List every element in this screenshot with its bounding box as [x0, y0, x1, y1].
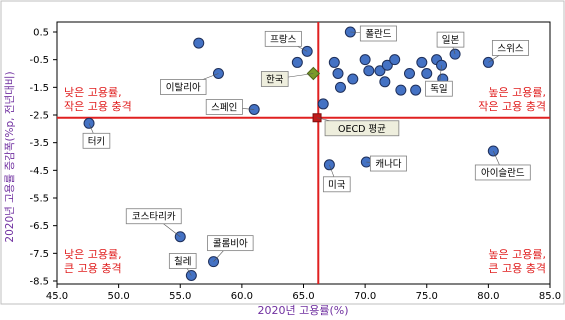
quadrant-label-bottom-left: 낮은 고용률, 큰 고용 충격	[64, 248, 122, 275]
data-point	[403, 68, 415, 79]
point-label: 일본	[442, 35, 460, 46]
data-point	[363, 65, 375, 77]
data-point	[347, 73, 359, 85]
y-axis-title: 2020년 고용률 증감폭(%p, 전년대비)	[4, 71, 16, 242]
callout-box	[322, 176, 351, 193]
x-tick-label: 80.0	[477, 291, 499, 302]
y-tick-label: -3.5	[29, 138, 49, 149]
y-tick-label: -4.5	[29, 166, 49, 177]
data-point	[334, 81, 346, 93]
y-tick-label: 0.5	[33, 28, 49, 39]
callout-box	[82, 132, 111, 149]
callout-box	[436, 31, 465, 48]
x-tick-label: 55.0	[169, 291, 191, 302]
data-point	[317, 98, 329, 110]
callout-box	[369, 155, 407, 172]
data-point	[328, 56, 340, 68]
point-label: 칠레	[174, 256, 191, 267]
point-label: 터키	[88, 136, 105, 147]
y-tick-label: -5.5	[29, 194, 49, 205]
highlight-label: OECD 평균	[338, 124, 386, 135]
x-tick-label: 70.0	[354, 291, 376, 302]
data-point	[395, 84, 407, 96]
point-label: 캐나다	[375, 159, 401, 170]
callout-box	[491, 40, 529, 56]
x-tick-label: 45.0	[46, 291, 68, 302]
callout-box	[160, 79, 207, 95]
y-tick-label: -0.5	[29, 55, 49, 66]
quadrant-label-top-right: 높은 고용률, 작은 고용 충격	[478, 86, 546, 113]
x-axis-title: 2020년 고용률(%)	[257, 304, 348, 317]
data-point	[193, 37, 205, 49]
data-point	[379, 76, 391, 88]
point-label: 프랑스	[270, 33, 296, 45]
y-tick-label: -8.5	[29, 277, 49, 288]
callout-box	[260, 71, 289, 87]
x-tick-label: 50.0	[107, 291, 129, 302]
x-tick-label: 85.0	[539, 291, 561, 302]
data-point	[389, 54, 401, 66]
point-label: 미국	[328, 180, 346, 191]
point-label: 스위스	[497, 42, 523, 54]
point-label: 이탈리아	[166, 82, 201, 94]
point-label: 폴란드	[365, 28, 391, 40]
x-tick-label: 60.0	[231, 291, 253, 302]
callout-box	[264, 30, 302, 47]
point-label: 독일	[430, 84, 447, 95]
callout-box	[207, 235, 254, 252]
callout-box	[324, 120, 400, 137]
y-tick-label: -7.5	[29, 249, 49, 260]
y-tick-label: -2.5	[29, 111, 49, 122]
x-tick-label: 65.0	[292, 291, 314, 302]
callout-box	[125, 208, 182, 225]
data-point	[410, 84, 422, 96]
callout-box	[168, 253, 197, 269]
data-point	[359, 54, 371, 66]
quadrant-label-top-left: 낮은 고용률, 작은 고용 충격	[64, 86, 132, 113]
point-label: 스페인	[211, 102, 237, 113]
quadrant-label-bottom-right: 높은 고용률, 큰 고용 충격	[488, 248, 546, 275]
callout-box	[205, 99, 243, 115]
callout-box	[359, 25, 397, 42]
chart-frame	[0, 0, 565, 305]
callout-box	[425, 80, 453, 97]
x-tick-label: 75.0	[416, 291, 438, 302]
y-tick-label: -6.5	[29, 221, 49, 232]
point-label: 아이슬란드	[481, 167, 525, 179]
callout-box	[474, 164, 531, 181]
data-point	[332, 68, 344, 79]
highlight-label: 한국	[266, 75, 284, 86]
y-tick-label: -1.5	[29, 83, 49, 94]
data-point	[421, 68, 433, 79]
data-point	[381, 59, 393, 71]
point-label: 콜롬비아	[213, 239, 248, 250]
point-label: 코스타리카	[132, 212, 176, 223]
data-point	[374, 65, 386, 77]
data-point	[291, 56, 303, 68]
data-point	[416, 56, 428, 68]
